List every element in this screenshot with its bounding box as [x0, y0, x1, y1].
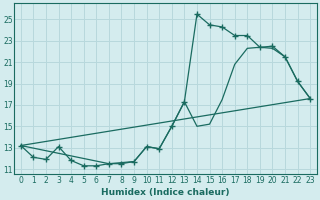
X-axis label: Humidex (Indice chaleur): Humidex (Indice chaleur): [101, 188, 230, 197]
